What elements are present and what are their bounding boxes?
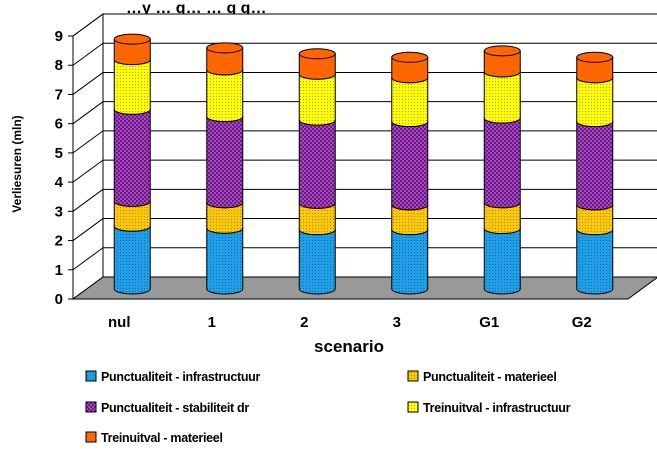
bar-segment <box>298 48 336 80</box>
y-tick-label: 1 <box>55 262 63 279</box>
bar-segment <box>113 220 151 295</box>
gridline-side <box>72 247 104 271</box>
bar-segment <box>483 223 521 295</box>
bar-stack <box>298 48 336 295</box>
bars <box>113 33 614 295</box>
bar-segment <box>206 111 244 209</box>
x-axis-label: scenario <box>314 337 384 356</box>
gridlines <box>72 13 657 271</box>
x-tick-label: 3 <box>393 314 401 331</box>
legend-label: Treinuitval - infrastructuur <box>423 401 571 415</box>
y-tick-label: 7 <box>55 86 63 103</box>
gridline-side <box>72 130 104 154</box>
y-tick-label: 8 <box>55 57 63 74</box>
y-tick-label: 9 <box>55 28 63 45</box>
y-axis-label: Verliesuren (mln) <box>10 115 24 212</box>
y-tick-label: 5 <box>55 145 63 162</box>
bar-stack <box>576 51 614 295</box>
bar-segment <box>483 112 521 209</box>
x-axis-ticks: nul 1 2 3 G1 G2 <box>108 314 592 331</box>
bar-segment <box>298 114 336 209</box>
legend-label: Punctualiteit - materieel <box>423 370 557 384</box>
legend-item: Punctualiteit - infrastructuur <box>85 370 261 384</box>
chart-title: …y … g… … g g… <box>126 0 266 17</box>
gridline-side <box>72 159 104 183</box>
y-tick-label: 2 <box>55 233 63 250</box>
plot-area-floor <box>71 276 657 300</box>
bar-segment <box>206 42 244 76</box>
bar-segment <box>391 116 429 211</box>
legend-label: Treinuitval - materieel <box>101 431 223 445</box>
gridline-side <box>72 42 104 66</box>
legend-item: Treinuitval - materieel <box>85 431 223 445</box>
x-tick-label: 1 <box>208 314 216 331</box>
bar-segment <box>206 222 244 295</box>
legend-swatch <box>85 431 97 443</box>
y-axis-ticks: 0 1 2 3 4 5 6 7 8 9 <box>55 28 74 308</box>
x-tick-label: nul <box>108 314 131 331</box>
legend-item: Treinuitval - infrastructuur <box>407 401 571 415</box>
gridline-side <box>72 188 104 212</box>
bar-segment <box>576 51 614 84</box>
y-tick-label: 4 <box>55 174 64 191</box>
x-tick-label: G1 <box>479 314 499 331</box>
plot-area-back-wall <box>72 13 657 300</box>
bar-segment <box>483 45 521 78</box>
x-tick-label: 2 <box>300 314 308 331</box>
bar-stack <box>113 33 151 295</box>
gridline-side <box>72 13 104 37</box>
gridline-side <box>72 101 104 125</box>
bar-stack <box>483 45 521 295</box>
bar-segment <box>113 103 151 207</box>
bar-segment <box>113 33 151 66</box>
bar-stack <box>206 42 244 295</box>
legend-label: Punctualiteit - stabiliteit dr <box>101 401 249 415</box>
x-tick-label: G2 <box>572 314 592 331</box>
bar-segment <box>113 54 151 115</box>
legend: Punctualiteit - infrastructuur Punctualit… <box>85 370 571 445</box>
legend-item: Punctualiteit - materieel <box>407 370 557 384</box>
y-tick-label: 0 <box>55 291 63 308</box>
legend-label: Punctualiteit - infrastructuur <box>101 370 261 384</box>
bar-segment <box>391 51 429 84</box>
bar-stack <box>391 51 429 295</box>
legend-item: Punctualiteit - stabiliteit dr <box>85 401 250 415</box>
y-tick-label: 6 <box>55 116 63 133</box>
bar-segment <box>576 116 614 211</box>
y-tick-label: 3 <box>55 203 63 220</box>
gridline-side <box>72 218 104 241</box>
gridline-side <box>72 72 104 95</box>
